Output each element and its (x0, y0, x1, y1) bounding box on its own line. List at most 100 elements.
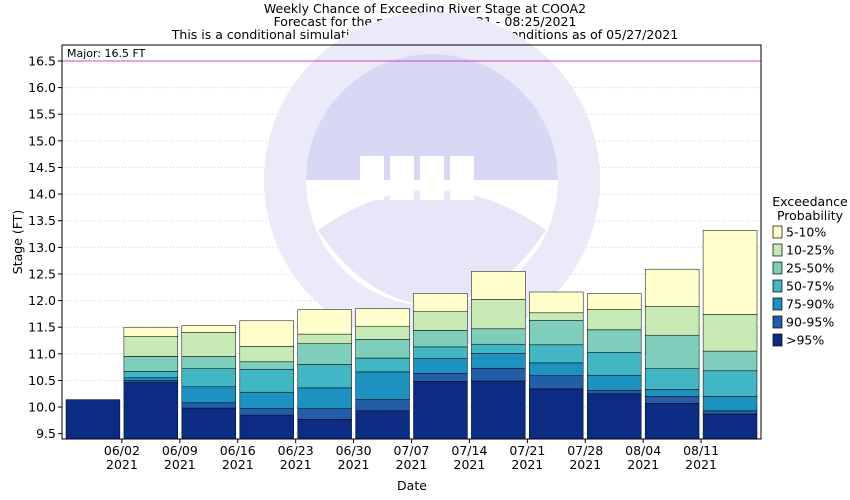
y-tick-label: 13.5 (28, 213, 56, 228)
bar-segment (471, 353, 526, 369)
legend-swatch (772, 243, 783, 257)
legend-label: 90-95% (786, 315, 834, 330)
x-tick-label-date: 07/14 (451, 443, 487, 458)
bar-segment (644, 268, 700, 307)
bar-segment (702, 370, 758, 397)
bar-segment (181, 402, 236, 409)
bar-segment (181, 407, 236, 440)
bar-segment (297, 343, 352, 365)
bar-segment (181, 332, 236, 357)
major-threshold-label: Major: 16.5 FT (67, 47, 146, 60)
bar-segment (355, 357, 410, 373)
bar-segment (587, 329, 642, 353)
bar-segment (702, 230, 758, 315)
x-tick-label-date: 07/21 (509, 443, 545, 458)
bar-segment (644, 368, 700, 390)
bar-segment (529, 375, 584, 390)
x-tick-label-date: 06/09 (162, 443, 198, 458)
bar-segment (413, 346, 468, 359)
bar-segment (355, 410, 410, 440)
bar-segment (123, 382, 179, 440)
x-tick-label-year: 2021 (627, 457, 659, 472)
bar-segment (413, 381, 468, 440)
bar-segment (471, 380, 526, 440)
legend: Exceedance Probability 5-10% 10-25% 25-50%… (772, 194, 848, 348)
bar-segment (529, 312, 584, 321)
bar-segment (702, 413, 758, 440)
bar-segment (297, 333, 352, 344)
bar-segment (355, 339, 410, 359)
x-tick-label-date: 06/16 (220, 443, 256, 458)
y-tick-label: 15.0 (28, 133, 56, 148)
bar-segment (297, 419, 352, 440)
legend-swatch (772, 315, 783, 329)
bar-segment (644, 389, 700, 397)
x-tick-label-year: 2021 (280, 457, 312, 472)
noaa-watermark (264, 12, 600, 348)
x-tick-label-year: 2021 (396, 457, 428, 472)
bar-segment (413, 330, 468, 348)
bar-segment (587, 309, 642, 331)
y-tick-label: 12.0 (28, 293, 56, 308)
x-axis: 06/02202106/09202106/16202106/23202106/3… (104, 439, 719, 472)
legend-label: 25-50% (786, 261, 834, 276)
x-tick-label-date: 06/30 (336, 443, 372, 458)
y-tick-label: 11.0 (28, 346, 56, 361)
legend-label: 50-75% (786, 279, 834, 294)
bar-segment (529, 362, 584, 376)
bar-segment (529, 291, 584, 314)
bars (65, 230, 758, 440)
x-tick-label-year: 2021 (685, 457, 717, 472)
x-tick-label-year: 2021 (569, 457, 601, 472)
y-tick-label: 10.5 (28, 373, 56, 388)
bar-segment (702, 396, 758, 412)
bar-segment (181, 368, 236, 388)
bar-segment (529, 320, 584, 346)
y-axis: 9.5 10.0 10.5 11.0 11.5 12.0 12.5 13.0 13.5 14.0 1… (28, 53, 62, 441)
bar-segment (413, 311, 468, 331)
bar-segment (644, 334, 700, 369)
bar-segment (471, 271, 526, 300)
x-tick-label-year: 2021 (222, 457, 254, 472)
legend-label: >95% (786, 333, 824, 348)
x-tick-label-date: 07/28 (567, 443, 603, 458)
bar-segment (529, 388, 584, 440)
x-tick-label-date: 06/02 (104, 443, 140, 458)
y-tick-label: 13.0 (28, 240, 56, 255)
bar-segment (181, 386, 236, 404)
bar-segment (239, 369, 294, 393)
y-tick-label: 11.5 (28, 320, 56, 335)
y-tick-label: 12.5 (28, 266, 56, 281)
bar-segment (587, 393, 642, 440)
bar-segment (297, 387, 352, 409)
bar-segment (181, 325, 236, 333)
y-axis-title: Stage (FT) (10, 210, 25, 274)
y-tick-label: 16.5 (28, 53, 56, 68)
x-tick-label-year: 2021 (164, 457, 196, 472)
y-tick-label: 15.5 (28, 107, 56, 122)
bar-segment (644, 403, 700, 440)
bar-segment (355, 399, 410, 412)
bar-segment (239, 346, 294, 363)
x-tick-label-year: 2021 (454, 457, 486, 472)
bar-segment (471, 299, 526, 330)
x-tick-label-date: 06/23 (278, 443, 314, 458)
bar-segment (702, 410, 758, 415)
x-axis-title: Date (397, 478, 427, 493)
bar-segment (123, 356, 179, 372)
bar-segment (587, 351, 642, 376)
bar-segment (355, 308, 410, 327)
chart-title-line-1: Weekly Chance of Exceeding River Stage a… (264, 1, 586, 16)
legend-label: 75-90% (786, 297, 834, 312)
bar-segment (297, 364, 352, 389)
bar-segment (471, 328, 526, 345)
x-tick-label-year: 2021 (338, 457, 370, 472)
bar-segment (239, 414, 294, 440)
bar-segment (413, 373, 468, 382)
legend-label: 5-10% (786, 225, 826, 240)
bar-segment (529, 344, 584, 364)
legend-swatch (772, 279, 783, 293)
bar-segment (297, 408, 352, 420)
bar-segment (702, 350, 758, 372)
